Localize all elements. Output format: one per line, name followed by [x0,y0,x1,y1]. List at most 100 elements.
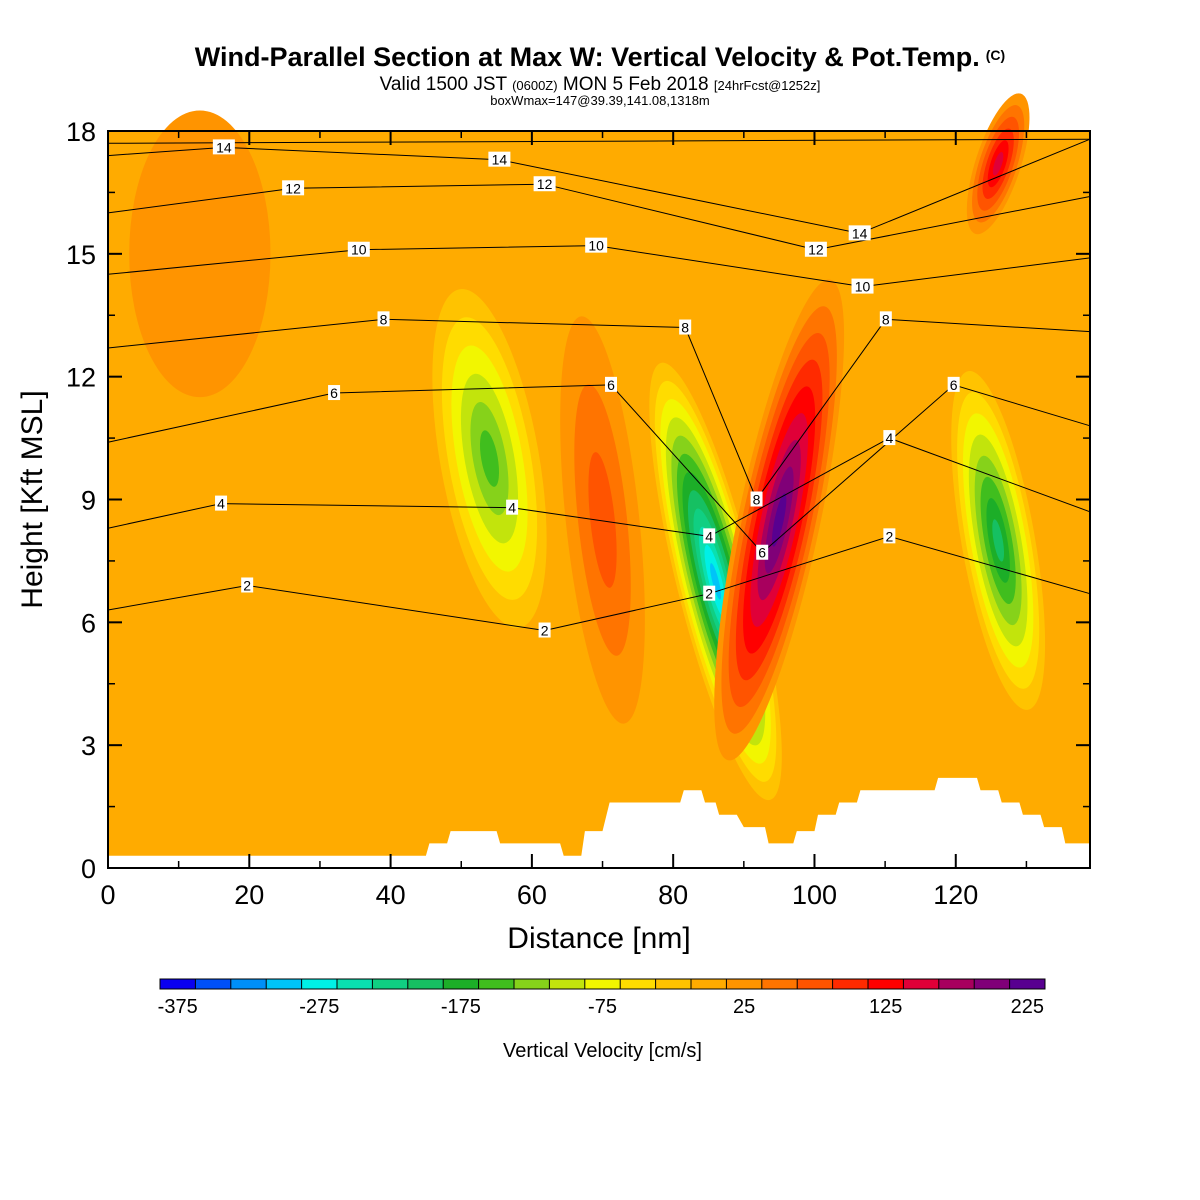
forecast-info: [24hrFcst@1252z] [713,78,821,93]
theta-label: 14 [848,225,871,241]
w-field [129,93,1046,801]
colorbar-tick-label: -75 [588,996,617,1018]
chart-title: Wind-Parallel Section at Max W: Vertical… [194,42,1006,72]
theta-label-text: 6 [607,377,615,393]
theta-label-bg [282,180,305,196]
w-contour-fill [992,519,1005,562]
colorbar-swatch [974,979,1011,989]
theta-label-bg [879,311,892,327]
w-feature [129,110,271,398]
y-tick-label: 3 [81,731,96,761]
theta-label: 4 [506,499,519,516]
valid-prefix: Valid 1500 JST [379,74,507,95]
theta-label-text: 10 [855,279,871,295]
theta-label: 6 [756,544,769,561]
theta-label-bg [851,278,874,294]
colorbar-swatch [195,979,232,989]
theta-label-text: 4 [508,500,516,516]
y-tick-label: 12 [66,363,96,393]
theta-label-text: 4 [885,430,893,446]
theta-label-text: 8 [753,492,761,508]
colorbar-swatch [266,979,303,989]
theta-label-bg [679,319,692,335]
theta-label: 12 [804,241,827,258]
colorbar-swatch [1009,979,1046,989]
theta-label-bg [488,151,511,167]
x-tick-label: 100 [792,880,837,910]
theta-label: 2 [883,528,896,544]
colorbar-swatch [726,979,763,989]
theta-label-text: 12 [537,176,553,192]
x-tick-label: 60 [517,880,547,910]
theta-label-bg [703,528,716,544]
colorbar-swatch [868,979,904,989]
theta-label-bg [947,376,960,392]
theta-label-text: 10 [588,238,604,254]
theta-label: 8 [879,311,892,327]
y-tick-label: 15 [66,240,96,270]
x-tick-label: 40 [376,880,406,910]
colorbar-swatch [407,979,444,989]
w-feature [714,279,845,761]
theta-label-bg [848,225,871,241]
theta-contour-line [107,318,1091,501]
valid-utc: (0600Z) [512,78,558,93]
theta-label-bg [328,385,341,401]
theta-label: 4 [215,495,228,512]
theta-label-bg [506,499,519,515]
theta-label-text: 10 [351,242,367,258]
w-contour-fill [992,152,1004,176]
colorbar-swatch [584,979,621,989]
y-tick-label: 9 [81,486,96,516]
colorbar-swatch [691,979,727,989]
valid-date: MON 5 Feb 2018 [562,74,709,95]
theta-label-bg [538,622,551,638]
w-feature [966,93,1030,235]
theta-label-bg [347,241,370,257]
colorbar-tick-label: 25 [733,996,755,1018]
theta-label-text: 12 [285,180,301,196]
theta-label: 10 [585,237,608,254]
theta-label-text: 14 [852,225,868,241]
theta-label-text: 8 [882,311,890,327]
colorbar-swatch [549,979,586,989]
colorbar-swatch [832,979,869,989]
w-contour-fill [479,430,500,487]
theta-label: 10 [347,241,370,258]
theta-label: 6 [947,376,960,393]
x-tick-label: 80 [658,880,688,910]
theta-label: 2 [703,585,716,602]
theta-label: 10 [851,278,874,295]
theta-contour-line [107,437,1091,537]
w-contour-fill [771,493,787,547]
theta-label-text: 4 [217,496,225,512]
theta-contour-line [107,138,1091,144]
theta-label-bg [215,495,228,511]
w-contour-fill [129,110,271,398]
theta-label-bg [585,237,608,253]
theta-label-text: 2 [541,623,549,639]
x-axis-label: Distance [nm] [507,922,690,955]
colorbar-tick-label: -375 [158,996,198,1018]
x-tick-label: 20 [234,880,264,910]
colorbar-swatch [938,979,975,989]
theta-label-text: 2 [705,586,713,602]
colorbar-swatch [903,979,940,989]
colorbar-swatch [761,979,798,989]
theta-label: 6 [328,385,341,401]
theta-label-bg [533,176,556,192]
colorbar-tick-label: -275 [299,996,339,1018]
colorbar-swatch [478,979,515,989]
x-tick-label: 120 [933,880,978,910]
theta-label-bg [212,139,235,155]
colorbar-swatch [443,979,480,989]
w-feature [432,288,547,629]
colorbar-swatch [372,979,409,989]
theta-label-bg [883,528,896,544]
y-tick-label: 6 [81,608,96,638]
colorbar-swatch [620,979,657,989]
theta-contour-line [107,535,1091,632]
colorbar-swatch [655,979,692,989]
theta-label-text: 14 [492,152,508,168]
